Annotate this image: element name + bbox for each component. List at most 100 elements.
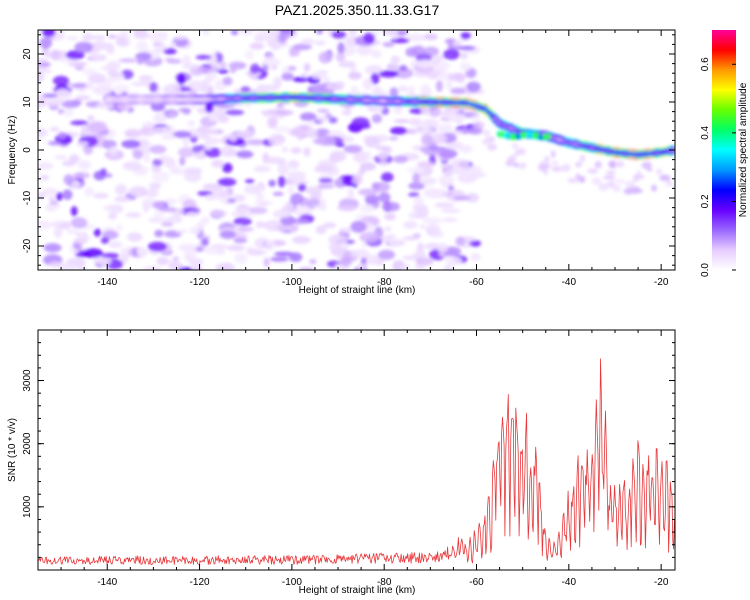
spectrogram-noise-cell bbox=[200, 216, 210, 225]
spectrogram-noise-cell bbox=[182, 136, 189, 148]
spectrogram-noise-cell bbox=[168, 262, 184, 270]
spectrogram-noise-cell bbox=[419, 224, 426, 229]
spectrogram-ridge-cell bbox=[196, 97, 200, 102]
spectrogram-noise-cell bbox=[348, 71, 359, 79]
spectrogram-noise-cell bbox=[84, 187, 95, 197]
spectrogram-noise-cell bbox=[232, 232, 248, 240]
spectrogram-speckle bbox=[655, 168, 663, 175]
spectrogram-ridge-cell bbox=[270, 95, 274, 100]
spectrogram-noise-cell bbox=[319, 198, 327, 211]
spectrogram-noise-cell bbox=[250, 74, 258, 81]
spectrogram-noise-cell bbox=[127, 232, 143, 242]
spectrogram-ridge-cell bbox=[322, 96, 326, 101]
spectrogram-noise-cell bbox=[72, 83, 87, 89]
spectrogram-noise-cell bbox=[322, 76, 331, 83]
spectrogram-noise-cell bbox=[62, 189, 73, 200]
spectrogram-noise-cell bbox=[459, 52, 468, 60]
spectrogram-ridge-cell bbox=[486, 110, 491, 115]
spectrogram-noise-cell bbox=[201, 238, 209, 247]
spectrogram-noise-cell bbox=[48, 196, 56, 203]
spectrogram-ridge-cell bbox=[389, 99, 394, 104]
spectrogram-noise-cell bbox=[84, 81, 95, 90]
spectrogram-noise-cell bbox=[315, 30, 324, 35]
spectrogram-noise-cell bbox=[413, 196, 424, 208]
spectrogram-noise-cell bbox=[365, 260, 382, 265]
spectrogram-noise-cell bbox=[384, 226, 392, 232]
spectrogram-noise-cell bbox=[453, 195, 471, 201]
spectrogram-noise-cell bbox=[114, 196, 131, 202]
spectrogram-noise-cell bbox=[244, 184, 261, 195]
spectrogram-speckle bbox=[539, 161, 547, 165]
colorbar-tick-label: 0.2 bbox=[700, 194, 711, 208]
spectrogram-ridge-cell bbox=[228, 96, 232, 101]
spectrogram-noise-cell bbox=[216, 180, 234, 185]
spectrogram-noise-cell bbox=[343, 44, 356, 56]
spectrogram-ridge-cell bbox=[137, 96, 142, 103]
spectrogram-noise-cell bbox=[41, 30, 56, 37]
spectrogram-noise-cell bbox=[260, 202, 268, 207]
spectrogram-speckle bbox=[587, 168, 599, 174]
spectrogram-noise-cell bbox=[136, 246, 148, 257]
spectrogram-ridge-cell bbox=[477, 104, 481, 109]
spectrogram-noise-cell bbox=[314, 40, 326, 46]
spectrogram-ridge-cell bbox=[609, 149, 613, 154]
spectrogram-noise-cell bbox=[154, 229, 164, 238]
spectrogram-ridge-cell bbox=[406, 99, 410, 104]
spectrogram-noise-cell bbox=[92, 40, 108, 51]
spectrogram-noise-cell bbox=[235, 205, 253, 213]
spectrogram-noise-cell bbox=[393, 119, 411, 124]
spectrogram-ridge-cell bbox=[496, 120, 500, 125]
spectrogram-noise-cell bbox=[255, 192, 265, 201]
spectrogram-noise-cell bbox=[298, 267, 315, 270]
spectrogram-noise-cell bbox=[208, 129, 219, 135]
x-tick-label: -100 bbox=[282, 277, 302, 288]
spectrogram-speckle bbox=[518, 162, 527, 170]
spectrogram-noise-cell bbox=[463, 165, 482, 176]
spectrogram-noise-cell bbox=[275, 223, 291, 232]
spectrogram-noise-cell bbox=[135, 41, 149, 52]
spectrogram-noise-cell bbox=[233, 237, 248, 244]
x-tick-label: -80 bbox=[377, 577, 392, 588]
spectrogram-speckle bbox=[544, 156, 550, 163]
spectrogram-noise-cell bbox=[68, 61, 88, 67]
spectrogram-noise-cell bbox=[151, 171, 170, 183]
spectrogram-ridge-cell bbox=[114, 96, 120, 103]
spectrogram-noise-cell bbox=[420, 146, 427, 153]
spectrogram-noise-cell bbox=[381, 172, 394, 183]
spectrogram-noise-cell bbox=[405, 47, 419, 57]
spectrogram-noise-cell bbox=[438, 149, 458, 159]
spectrogram-speckle bbox=[646, 168, 653, 172]
spectrogram-branch-cell bbox=[545, 133, 552, 140]
spectrogram-noise-cell bbox=[406, 91, 416, 98]
spectrogram-noise-cell bbox=[108, 34, 116, 39]
spectrogram-ridge-cell bbox=[328, 96, 332, 101]
spectrogram-noise-cell bbox=[69, 154, 80, 164]
spectrogram-ridge-cell bbox=[641, 152, 646, 157]
spectrogram-noise-cell bbox=[164, 198, 177, 205]
spectrogram-noise-cell bbox=[222, 76, 233, 86]
spectrogram-noise-cell bbox=[452, 40, 462, 47]
spectrogram-noise-cell bbox=[365, 65, 383, 75]
spectrogram-noise-cell bbox=[237, 227, 254, 232]
spectrogram-noise-cell bbox=[90, 35, 107, 40]
spectrogram-ridge-cell bbox=[179, 97, 184, 102]
spectrogram-noise-cell bbox=[124, 128, 142, 139]
spectrogram-noise-cell bbox=[163, 48, 177, 55]
spectrogram-noise-cell bbox=[394, 67, 414, 79]
spectrogram-ridge-cell bbox=[493, 116, 497, 121]
spectrogram-noise-cell bbox=[75, 95, 91, 101]
spectrogram-noise-cell bbox=[138, 75, 153, 82]
spectrogram-ridge-cell bbox=[260, 95, 264, 100]
spectrogram-speckle bbox=[625, 180, 636, 188]
spectrogram-noise-cell bbox=[109, 146, 118, 156]
spectrogram-noise-cell bbox=[344, 107, 352, 116]
spectrogram-noise-cell bbox=[377, 249, 396, 260]
spectrogram-noise-cell bbox=[350, 85, 359, 96]
spectrogram-noise-cell bbox=[450, 166, 465, 175]
spectrogram-noise-cell bbox=[202, 183, 223, 191]
spectrogram-speckle bbox=[507, 155, 517, 164]
spectrogram-noise-cell bbox=[57, 131, 67, 140]
spectrogram-ridge-cell bbox=[574, 142, 578, 147]
spectrogram-noise-cell bbox=[261, 57, 282, 66]
spectrogram-noise-cell bbox=[210, 243, 228, 250]
